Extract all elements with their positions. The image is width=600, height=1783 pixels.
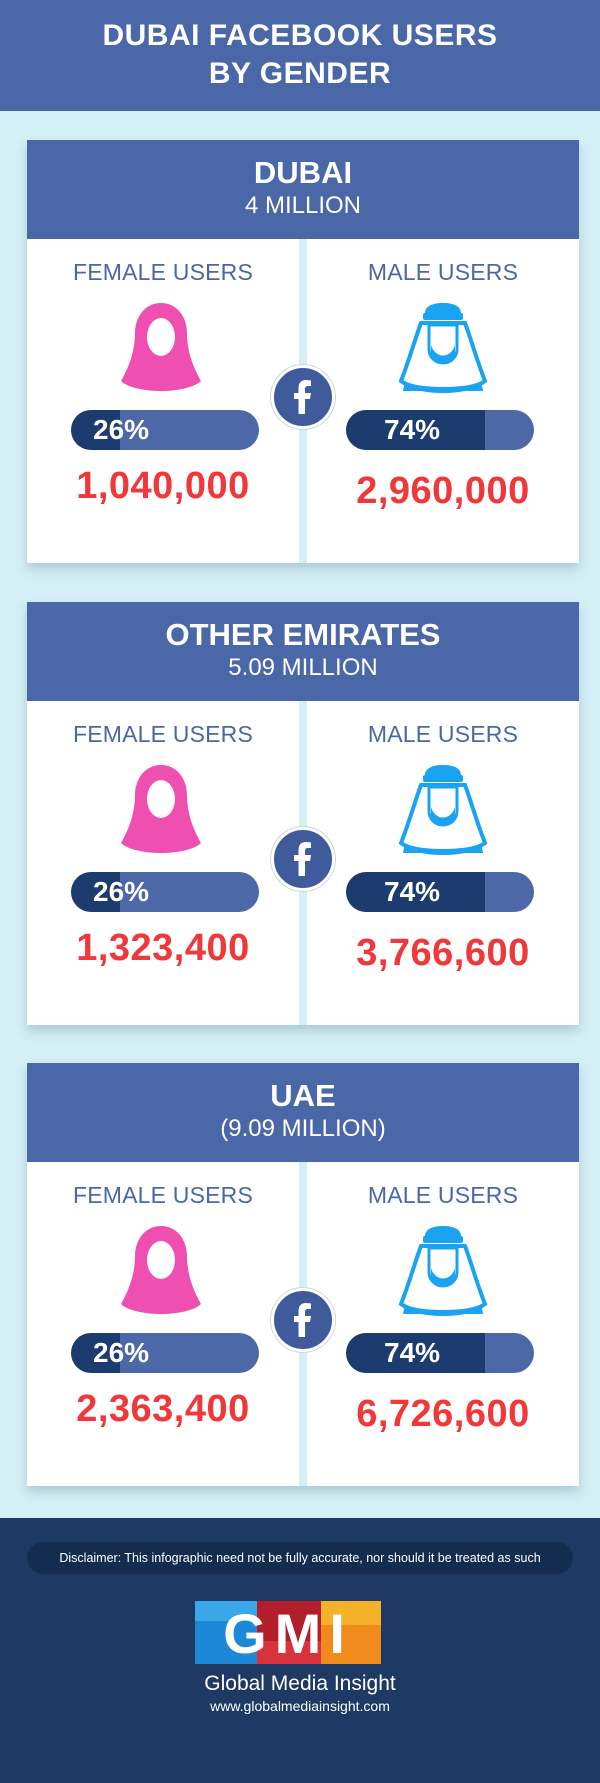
- male-bar-fill: [346, 872, 486, 912]
- svg-text:GMI: GMI: [223, 1602, 353, 1664]
- female-label: FEMALE USERS: [72, 1182, 254, 1208]
- female-percent-bar: 26%: [71, 872, 259, 912]
- panel-header: UAE (9.09 MILLION): [27, 1063, 579, 1162]
- male-column: MALE USERS 74% 6,726,600: [307, 1162, 579, 1486]
- female-percent-bar: 26%: [71, 1333, 259, 1373]
- panel-other-emirates: OTHER EMIRATES 5.09 MILLION FEMALE USERS…: [27, 602, 579, 1025]
- panel-uae: UAE (9.09 MILLION) FEMALE USERS 26% 2,36…: [27, 1063, 579, 1486]
- title-line-2: BY GENDER: [208, 57, 392, 90]
- female-percent: 26%: [93, 414, 150, 445]
- panel-subtitle: 4 MILLION: [244, 192, 362, 219]
- male-label: MALE USERS: [367, 1182, 519, 1208]
- male-count: 2,960,000: [356, 470, 530, 512]
- male-percent-bar: 74%: [346, 872, 534, 912]
- female-bar-fill: [71, 410, 120, 450]
- panel-title: DUBAI: [253, 155, 353, 190]
- panel-subtitle: (9.09 MILLION): [220, 1115, 386, 1142]
- footer: Disclaimer: This infographic need not be…: [0, 1518, 600, 1783]
- panel-subtitle: 5.09 MILLION: [228, 654, 378, 681]
- woman-hijab-icon: [121, 765, 201, 853]
- panel-header: DUBAI 4 MILLION: [27, 140, 579, 239]
- female-count: 1,040,000: [76, 465, 250, 507]
- male-bar-fill: [346, 1333, 486, 1373]
- male-column: MALE USERS 74% 2,960,000: [307, 239, 579, 563]
- female-column: FEMALE USERS 26% 1,323,400: [27, 701, 299, 1025]
- male-percent: 74%: [384, 414, 441, 445]
- male-count: 6,726,600: [356, 1393, 530, 1435]
- male-percent: 74%: [384, 1337, 441, 1368]
- facebook-icon: [271, 1288, 335, 1352]
- brand-url[interactable]: www.globalmediainsight.com: [210, 1698, 390, 1714]
- male-bar-fill: [346, 410, 486, 450]
- infographic-header: DUBAI FACEBOOK USERS BY GENDER: [0, 0, 600, 111]
- woman-hijab-icon: [121, 303, 201, 391]
- female-label: FEMALE USERS: [72, 259, 254, 285]
- woman-hijab-icon: [121, 1226, 201, 1314]
- male-percent-bar: 74%: [346, 410, 534, 450]
- female-column: FEMALE USERS 26% 2,363,400: [27, 1162, 299, 1486]
- panel-title: OTHER EMIRATES: [165, 617, 441, 652]
- male-column: MALE USERS 74% 3,766,600: [307, 701, 579, 1025]
- female-percent: 26%: [93, 1337, 150, 1368]
- man-ghutra-icon: [398, 765, 488, 856]
- male-label: MALE USERS: [367, 259, 519, 285]
- female-percent: 26%: [93, 876, 150, 907]
- panel-title: UAE: [270, 1078, 336, 1113]
- title-line-1: DUBAI FACEBOOK USERS: [102, 19, 498, 52]
- female-label: FEMALE USERS: [72, 721, 254, 747]
- gmi-logo: GMI: [195, 1601, 381, 1664]
- female-bar-fill: [71, 872, 120, 912]
- female-bar-fill: [71, 1333, 120, 1373]
- man-ghutra-icon: [398, 1226, 488, 1317]
- female-column: FEMALE USERS 26% 1,040,000: [27, 239, 299, 563]
- facebook-icon: [271, 365, 335, 429]
- man-ghutra-icon: [398, 303, 488, 394]
- male-label: MALE USERS: [367, 721, 519, 747]
- female-count: 1,323,400: [76, 927, 250, 969]
- disclaimer: Disclaimer: This infographic need not be…: [27, 1542, 573, 1574]
- facebook-icon: [271, 827, 335, 891]
- male-count: 3,766,600: [356, 932, 530, 974]
- female-count: 2,363,400: [76, 1388, 250, 1430]
- male-percent: 74%: [384, 876, 441, 907]
- brand-name: Global Media Insight: [204, 1672, 396, 1695]
- male-percent-bar: 74%: [346, 1333, 534, 1373]
- panel-dubai: DUBAI 4 MILLION FEMALE USERS 26% 1,040,0…: [27, 140, 579, 563]
- female-percent-bar: 26%: [71, 410, 259, 450]
- panel-header: OTHER EMIRATES 5.09 MILLION: [27, 602, 579, 701]
